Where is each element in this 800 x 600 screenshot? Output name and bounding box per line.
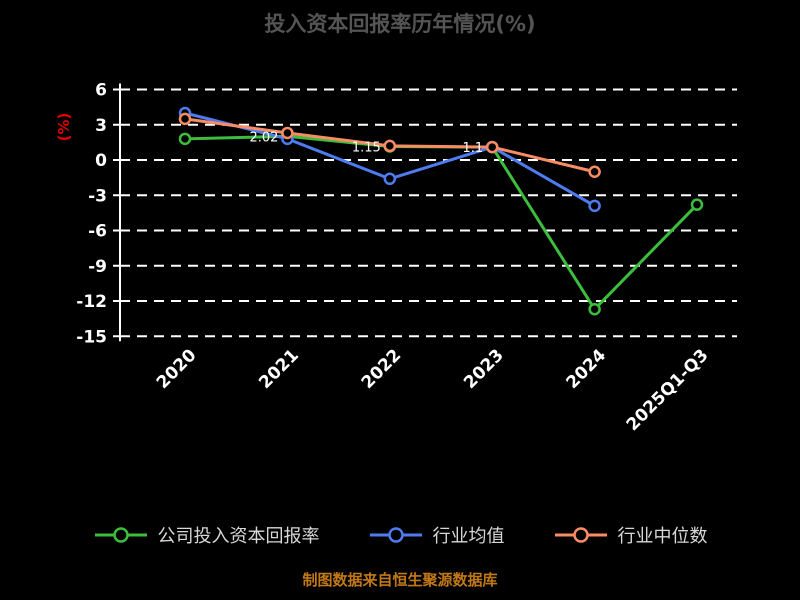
plot-area: 6 3 0 -3 -6 -9 -12 -15 2020 2021 2022 2023 2024 2025Q… xyxy=(76,81,737,435)
x-tick-label: 2020 xyxy=(153,345,201,393)
data-point-marker xyxy=(690,198,704,211)
x-tick-label: 2022 xyxy=(358,345,406,393)
company-roic-marker-icon xyxy=(94,527,147,543)
series-markers-company-roic: 2.02 1.15 1.1 xyxy=(178,130,704,316)
y-tick-label: -6 xyxy=(88,222,107,242)
data-point-marker xyxy=(485,140,499,154)
data-point-marker xyxy=(383,172,397,186)
chart-title: 投入资本回报率历年情况(%) xyxy=(264,12,536,36)
y-tick-label: -3 xyxy=(88,186,107,206)
legend-item-industry-average: 行业均值 xyxy=(368,522,505,548)
data-point-marker xyxy=(588,165,601,178)
y-tick-label: 3 xyxy=(95,116,107,136)
legend-label-industry-average: 行业均值 xyxy=(432,526,505,547)
data-point-marker xyxy=(178,132,192,146)
x-tick-label: 2024 xyxy=(563,345,611,393)
y-tick-label: -15 xyxy=(76,327,107,347)
legend: 公司投入资本回报率 行业均值 行业中位数 xyxy=(0,522,800,548)
industry-average-marker-icon xyxy=(369,527,422,543)
y-tick-label: -9 xyxy=(88,257,107,277)
data-point-label: 1.15 xyxy=(352,140,381,155)
data-point-marker xyxy=(588,302,601,316)
series-markers-industry-median xyxy=(178,112,601,178)
x-tick-label: 2023 xyxy=(460,345,508,393)
y-tick-label: 0 xyxy=(95,151,107,171)
x-tick-label: 2025Q1-Q3 xyxy=(623,345,713,435)
data-point-marker xyxy=(383,139,397,153)
data-point-label: 1.1 xyxy=(463,141,484,156)
x-tick-label: 2021 xyxy=(255,345,303,393)
data-point-marker xyxy=(588,199,601,213)
y-tick-label: -12 xyxy=(76,292,107,312)
data-source-note: 制图数据来自恒生聚源数据库 xyxy=(302,571,498,589)
data-point-label: 2.02 xyxy=(249,130,278,145)
legend-item-industry-median: 行业中位数 xyxy=(553,522,708,548)
legend-item-company-roic: 公司投入资本回报率 xyxy=(93,522,320,548)
industry-median-marker-icon xyxy=(554,527,607,543)
legend-label-company-roic: 公司投入资本回报率 xyxy=(157,526,320,547)
y-tick-label: 6 xyxy=(95,81,107,101)
legend-label-industry-median: 行业中位数 xyxy=(617,526,708,547)
data-point-marker xyxy=(281,126,294,140)
data-point-marker xyxy=(178,112,192,126)
